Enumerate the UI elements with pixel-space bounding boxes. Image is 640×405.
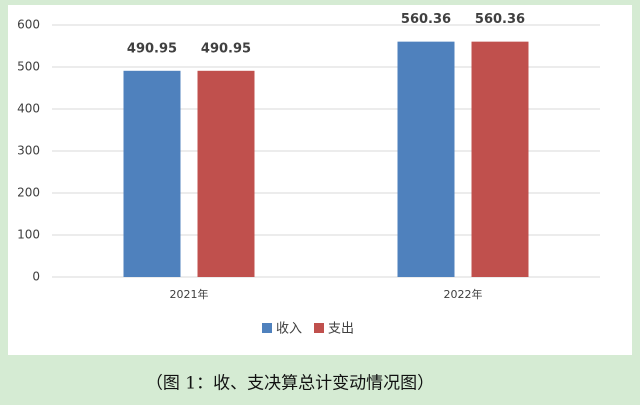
legend-label: 支出	[328, 322, 354, 337]
y-tick-label: 400	[17, 102, 40, 116]
chart-panel	[8, 5, 632, 355]
y-tick-label: 300	[17, 144, 40, 158]
caption: （图 1：收、支决算总计变动情况图）	[146, 374, 434, 394]
bar	[397, 41, 455, 277]
value-label: 560.36	[401, 12, 451, 27]
legend-swatch	[314, 323, 324, 333]
y-tick-label: 500	[17, 60, 40, 74]
x-tick-label: 2022年	[444, 287, 483, 301]
bar	[471, 41, 529, 277]
value-label: 560.36	[475, 12, 525, 27]
value-label: 490.95	[127, 41, 177, 56]
x-tick-label: 2021年	[170, 287, 209, 301]
y-tick-label: 600	[17, 18, 40, 32]
y-tick-label: 0	[32, 270, 40, 284]
legend-swatch	[262, 323, 272, 333]
legend-label: 收入	[276, 322, 302, 337]
y-tick-label: 200	[17, 186, 40, 200]
bar	[197, 70, 255, 278]
y-tick-label: 100	[17, 228, 40, 242]
value-label: 490.95	[201, 41, 251, 56]
bar	[123, 70, 181, 278]
